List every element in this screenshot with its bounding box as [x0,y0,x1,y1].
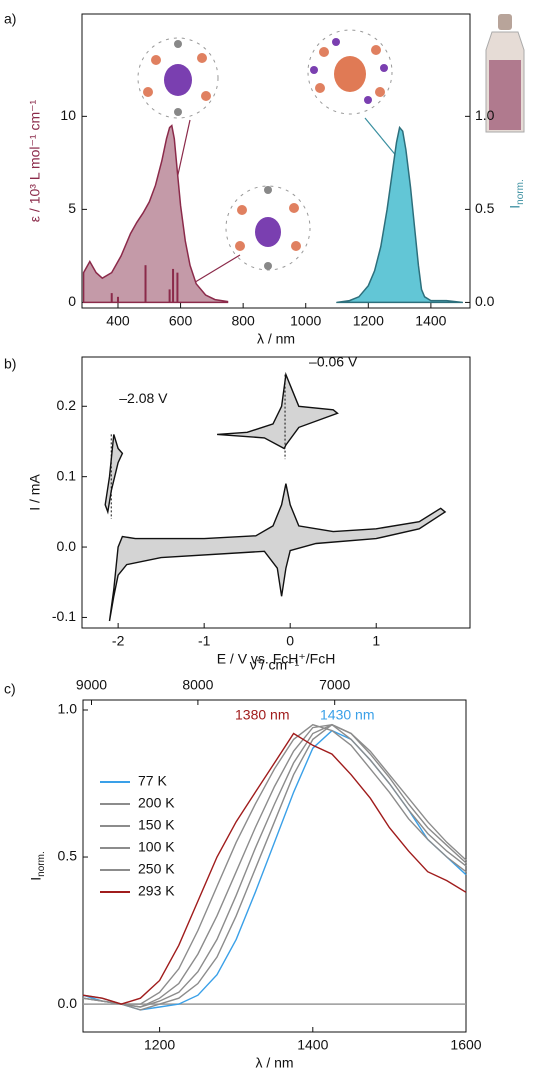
y-tick-label: 0.5 [58,848,78,864]
y-tick-label: 0.0 [57,538,77,554]
molecule [225,185,311,271]
peak-label: 1380 nm [235,707,289,723]
x2-axis-label: ν̃ / cm⁻¹ [250,657,300,673]
x-tick-label: 1 [372,633,380,649]
emission-line [82,732,467,1005]
x-tick-label: 1400 [415,313,446,329]
x-axis-label: λ / nm [257,331,295,347]
y2-tick-label: 0.5 [475,200,495,216]
x-axis-label: E / V vs. FcH⁺/FcH [217,651,336,667]
spectrum-area [82,124,229,304]
legend-label: 200 K [138,795,175,811]
y-tick-label: 0 [68,293,76,309]
y-tick-label: 5 [68,200,76,216]
y2-axis-label-subscript: norm. [515,179,526,205]
x-tick-label: 400 [106,313,130,329]
x2-tick-label: 7000 [319,677,350,693]
y-tick-label: 0.1 [57,467,77,483]
y-tick-label: -0.1 [52,608,76,624]
x-tick-label: 1600 [450,1037,481,1053]
y2-tick-label: 0.0 [475,293,495,309]
y-axis-label-subscript: norm. [36,851,47,877]
plot-frame [81,356,471,629]
x2-tick-label: 9000 [76,677,107,693]
cv-trace [217,371,339,450]
x-tick-label: -1 [198,633,211,649]
y-tick-label: 10 [60,107,76,123]
emission-line [82,723,467,1008]
x-tick-label: -2 [112,633,125,649]
emission-line [82,723,467,1008]
panel-label: b) [4,356,16,372]
legend-label: 250 K [138,861,175,877]
peak-label: –2.08 V [119,390,168,406]
x-tick-label: 0 [286,633,294,649]
legend-label: 293 K [138,883,175,899]
molecule-illustrations [137,29,399,291]
x-tick-label: 1400 [297,1037,328,1053]
panel-label: c) [4,681,16,697]
y2-axis-label: Inorm. [507,179,526,208]
y-tick-label: 0.2 [57,397,77,413]
legend-label: 77 K [138,773,167,789]
x-tick-label: 800 [231,313,255,329]
x-tick-label: 1000 [290,313,321,329]
legend-label: 100 K [138,839,175,855]
connector [364,117,399,159]
y-axis-label: I / mA [27,474,43,511]
x-axis-label: λ / nm [255,1055,293,1071]
x-tick-label: 1200 [144,1037,175,1053]
peak-label: 1430 nm [320,707,374,723]
cv-trace [104,434,124,515]
x2-tick-label: 8000 [182,677,213,693]
legend-label: 150 K [138,817,175,833]
emission-line [82,723,467,1011]
vial-photo [485,14,525,133]
y-axis-label: Inorm. [28,851,47,880]
emission-line [82,723,467,1005]
y-tick-label: 0.0 [58,995,78,1011]
y-tick-label: 1.0 [58,701,78,717]
x-tick-label: 1200 [353,313,384,329]
plot-frame [82,699,467,1033]
peak-label: –0.06 V [309,353,358,369]
molecule [137,37,219,119]
plot-frame [81,13,471,309]
x-tick-label: 600 [169,313,193,329]
spectrum-area [336,125,463,304]
y-axis-label: ε / 10³ L mol⁻¹ cm⁻¹ [27,99,43,222]
molecule [307,29,393,115]
y2-tick-label: 1.0 [475,107,495,123]
panel-label: a) [4,11,16,27]
cv-trace [108,483,447,622]
